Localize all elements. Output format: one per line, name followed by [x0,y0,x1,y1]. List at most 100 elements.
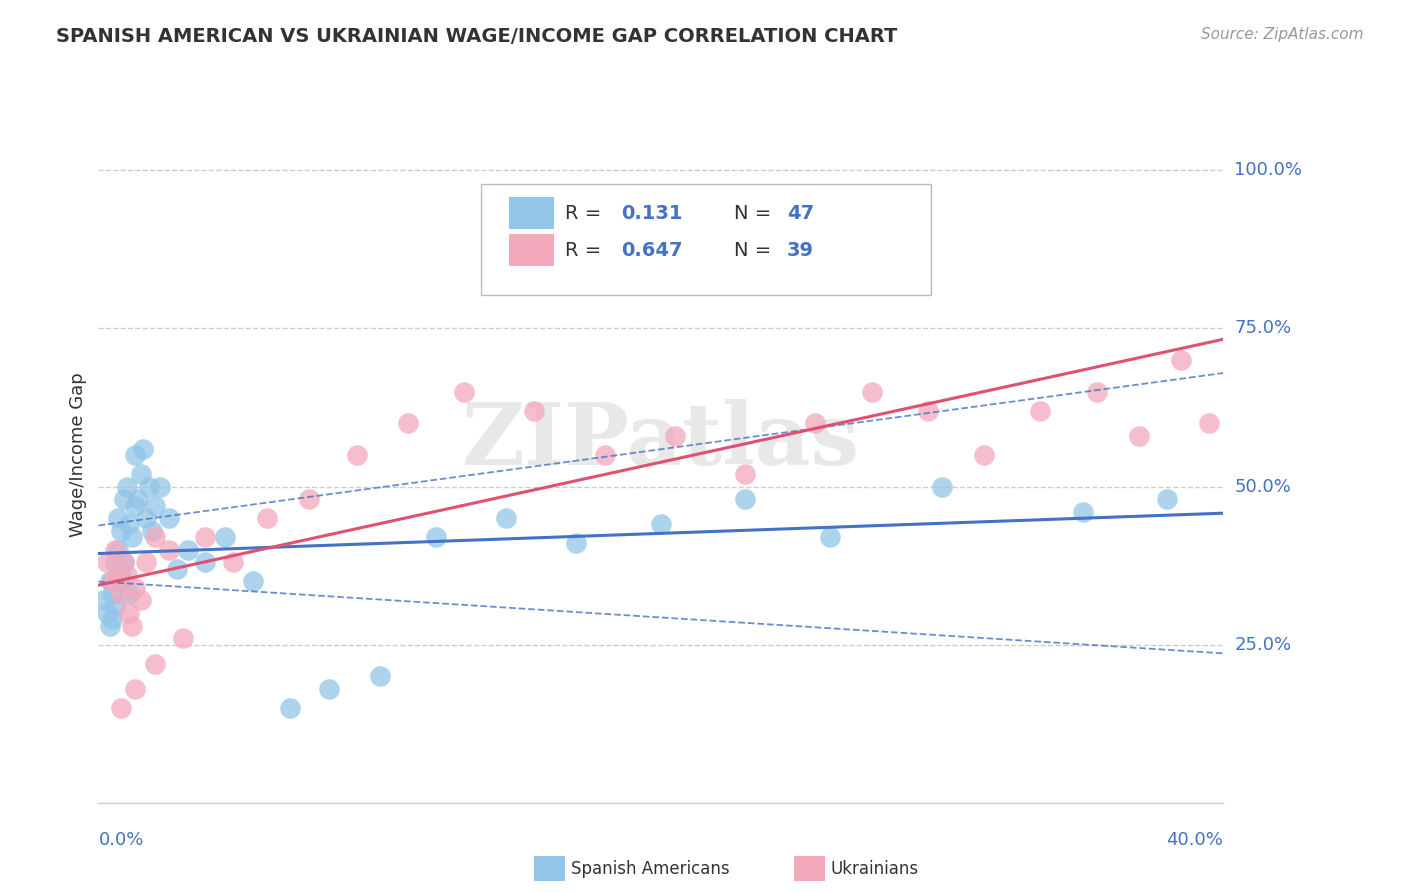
Point [124,581,146,595]
Point [101,612,124,626]
Point [124,499,146,513]
Point [318,681,340,696]
Point [104,542,127,557]
Point [1029,403,1052,417]
Point [973,448,995,462]
Text: R =: R = [565,241,607,260]
Point [453,384,475,399]
Text: R =: R = [565,204,607,223]
Point [346,448,368,462]
Point [1085,384,1108,399]
Point [1071,505,1094,519]
FancyBboxPatch shape [481,184,931,295]
Point [121,530,143,544]
Point [278,701,301,715]
Point [425,530,447,544]
Point [734,467,756,481]
Point [734,492,756,507]
Point [115,568,138,582]
Text: 0.647: 0.647 [621,241,683,260]
Point [112,492,135,507]
Point [96,606,118,620]
Point [107,511,129,525]
Text: N =: N = [734,241,778,260]
Point [157,542,180,557]
Point [917,403,939,417]
Point [135,511,157,525]
Point [110,568,132,582]
Point [664,429,686,443]
Point [132,442,155,456]
Point [860,384,883,399]
Text: ZIPatlas: ZIPatlas [461,399,860,483]
Point [107,568,129,582]
Point [141,524,163,538]
Point [112,556,135,570]
Point [104,556,127,570]
Point [96,556,118,570]
Point [101,574,124,589]
Point [138,479,160,493]
Point [650,517,672,532]
Point [107,574,129,589]
Point [135,556,157,570]
Point [172,632,194,646]
Point [107,542,129,557]
Point [101,587,124,601]
Point [818,530,841,544]
Text: 100.0%: 100.0% [1234,161,1302,179]
Point [495,511,517,525]
Point [298,492,321,507]
Point [1170,353,1192,368]
Point [242,574,264,589]
Point [98,574,121,589]
Text: 75.0%: 75.0% [1234,319,1292,337]
Text: 0.131: 0.131 [621,204,683,223]
Point [222,556,245,570]
Point [1198,417,1220,431]
Point [931,479,953,493]
Point [110,587,132,601]
Point [127,492,149,507]
Text: Ukrainians: Ukrainians [831,860,920,878]
Text: N =: N = [734,204,778,223]
Point [157,511,180,525]
Point [118,587,141,601]
Point [115,479,138,493]
Text: 25.0%: 25.0% [1234,636,1292,654]
Point [177,542,200,557]
Point [121,618,143,632]
Text: 50.0%: 50.0% [1234,477,1291,496]
Point [593,448,616,462]
Point [93,593,115,607]
Point [1156,492,1178,507]
Text: 39: 39 [787,241,814,260]
Point [118,606,141,620]
Point [368,669,391,683]
Point [1128,429,1150,443]
Point [110,524,132,538]
Point [256,511,278,525]
Point [523,403,546,417]
Point [194,556,217,570]
Point [124,681,146,696]
Point [98,618,121,632]
Text: 40.0%: 40.0% [1167,830,1223,848]
Point [129,467,152,481]
Point [143,530,166,544]
Point [112,556,135,570]
Point [396,417,419,431]
Text: 0.0%: 0.0% [98,830,143,848]
Point [129,593,152,607]
Point [143,657,166,671]
Point [166,562,188,576]
Point [875,214,897,228]
Point [143,499,166,513]
Text: 47: 47 [787,204,814,223]
Bar [509,197,554,229]
Point [124,448,146,462]
Text: Spanish Americans: Spanish Americans [571,860,730,878]
Point [110,701,132,715]
Point [194,530,217,544]
Text: Source: ZipAtlas.com: Source: ZipAtlas.com [1201,27,1364,42]
